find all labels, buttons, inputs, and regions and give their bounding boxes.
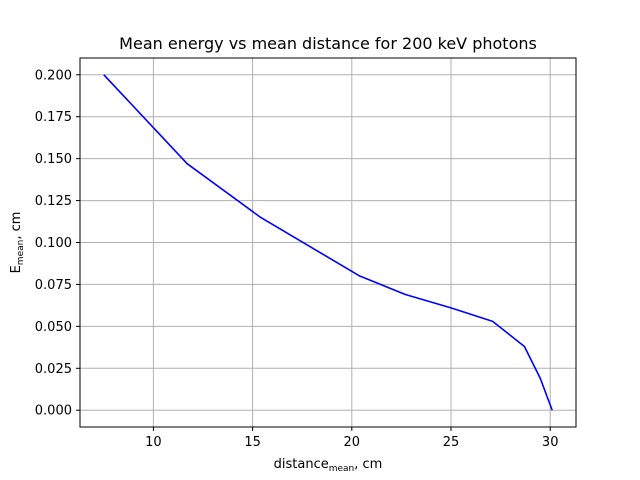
y-tick-label: 0.100 [35,236,72,251]
x-tick-label: 20 [344,435,361,450]
series-layer [103,74,553,411]
y-axis-label-suffix: , cm [9,212,24,240]
y-tick-label: 0.200 [35,68,72,83]
x-axis-label-base: distance [274,457,329,472]
y-tick-label: 0.150 [35,152,72,167]
plot-frame [79,57,577,428]
y-tick-label: 0.050 [35,320,72,335]
ticks: 10 15 20 25 30 0.000 0.025 0.050 0.075 0.100 0.125… [35,68,559,450]
y-tick-label: 0.000 [35,404,72,419]
x-axis-label: distancemean, cm [274,457,383,474]
x-tick-label: 30 [542,435,559,450]
chart-title: Mean energy vs mean distance for 200 keV… [119,34,537,53]
y-axis-label-sub: mean [16,240,26,266]
series-line [103,74,553,411]
y-tick-label: 0.125 [35,194,72,209]
y-tick-label: 0.175 [35,110,72,125]
grid [80,58,576,427]
x-tick-label: 10 [145,435,162,450]
x-axis-label-suffix: , cm [354,457,382,472]
x-axis-label-sub: mean [329,464,355,474]
y-tick-label: 0.075 [35,278,72,293]
y-axis-label: Emean, cm [9,212,26,274]
y-tick-label: 0.025 [35,362,72,377]
x-tick-label: 15 [244,435,261,450]
y-axis-label-base: E [9,265,24,273]
x-tick-label: 25 [443,435,460,450]
